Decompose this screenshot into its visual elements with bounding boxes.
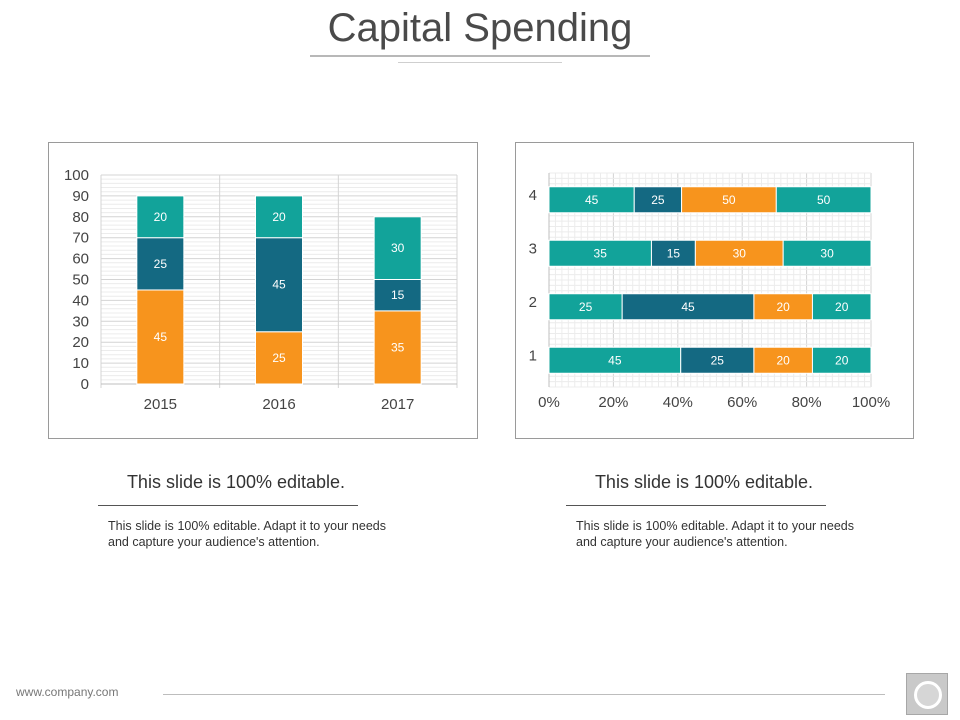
right-caption-body: This slide is 100% editable. Adapt it to… — [576, 519, 854, 549]
x-tick-label: 100% — [852, 394, 890, 411]
y-tick-label: 10 — [72, 355, 89, 372]
y-tick-label: 2 — [529, 294, 537, 311]
data-label: 30 — [820, 246, 834, 260]
data-label: 25 — [154, 257, 168, 271]
y-tick-label: 0 — [81, 376, 89, 393]
y-tick-label: 1 — [529, 347, 537, 364]
data-label: 50 — [722, 193, 736, 207]
x-tick-label: 0% — [538, 394, 560, 411]
bar-segment — [548, 293, 623, 321]
bar-segment — [753, 346, 813, 374]
data-label: 20 — [272, 210, 286, 224]
data-label: 15 — [391, 288, 405, 302]
title-underline — [310, 55, 650, 57]
data-label: 50 — [817, 193, 831, 207]
bar-segment — [548, 186, 635, 214]
data-label: 35 — [391, 340, 405, 354]
bar-segment — [753, 293, 813, 321]
data-label: 25 — [711, 353, 725, 367]
page-title: Capital Spending — [327, 6, 633, 50]
data-label: 45 — [608, 353, 622, 367]
data-label: 30 — [733, 246, 747, 260]
bar-segment — [811, 346, 872, 374]
logo-placeholder — [906, 673, 948, 715]
bar-segment — [373, 279, 422, 312]
bar-segment — [373, 216, 422, 281]
bar-segment — [373, 310, 422, 385]
y-tick-label: 40 — [72, 292, 89, 309]
bar-segment — [650, 239, 696, 267]
y-tick-label: 50 — [72, 272, 89, 289]
data-label: 45 — [585, 193, 599, 207]
data-label: 25 — [579, 300, 593, 314]
data-label: 20 — [777, 353, 791, 367]
bar-segment — [775, 186, 872, 214]
x-tick-label: 80% — [792, 394, 822, 411]
y-tick-label: 80 — [72, 209, 89, 226]
bar-chart-panel: 0% 20% 40% 60% 80% 100% 45 25 20 20 1 25 45 20 20 2 35 15… — [515, 142, 914, 439]
data-label: 45 — [154, 330, 168, 344]
y-tick-label: 30 — [72, 313, 89, 330]
data-label: 30 — [391, 241, 405, 255]
x-tick-label: 2016 — [262, 396, 295, 413]
bar-segment — [694, 239, 784, 267]
bar-segment — [548, 346, 682, 374]
bar-segment — [255, 195, 303, 239]
bar-segment — [136, 195, 185, 239]
y-tick-label: 20 — [72, 334, 89, 351]
column-chart-panel: 0 10 20 30 40 50 60 70 80 90 100 45 25 20 2015 25 45 20 20… — [48, 142, 478, 439]
data-label: 25 — [272, 351, 286, 365]
y-tick-label: 90 — [72, 188, 89, 205]
y-tick-label: 60 — [72, 251, 89, 268]
x-tick-label: 20% — [598, 394, 628, 411]
y-tick-label: 100 — [64, 167, 89, 184]
x-tick-label: 2017 — [381, 396, 414, 413]
right-caption-heading: This slide is 100% editable. — [594, 472, 814, 492]
footer-divider — [163, 694, 885, 695]
data-label: 45 — [681, 300, 695, 314]
data-label: 20 — [777, 300, 791, 314]
data-label: 20 — [154, 210, 168, 224]
logo-circle-icon — [914, 681, 942, 709]
data-label: 15 — [667, 246, 681, 260]
stacked-column-chart: 0 10 20 30 40 50 60 70 80 90 100 45 25 20 2015 25 45 20 20… — [64, 167, 458, 413]
left-caption-body: This slide is 100% editable. Adapt it to… — [108, 519, 386, 549]
data-label: 20 — [835, 353, 849, 367]
x-tick-label: 2015 — [144, 396, 177, 413]
right-caption-divider — [566, 505, 826, 506]
x-tick-label: 60% — [727, 394, 757, 411]
bar-segment — [811, 293, 872, 321]
y-tick-label: 4 — [529, 187, 537, 204]
y-tick-label: 3 — [529, 240, 537, 257]
bar-segment — [782, 239, 872, 267]
bar-segment — [255, 331, 303, 385]
x-tick-label: 40% — [663, 394, 693, 411]
data-label: 20 — [835, 300, 849, 314]
bar-segment — [136, 289, 185, 385]
data-label: 35 — [594, 246, 608, 260]
data-label: 45 — [272, 278, 286, 292]
bar-segment — [681, 186, 777, 214]
title-underline-short — [398, 62, 562, 63]
left-caption-heading: This slide is 100% editable. — [126, 472, 346, 492]
data-label: 25 — [651, 193, 665, 207]
stacked-percent-bar-chart: 0% 20% 40% 60% 80% 100% 45 25 20 20 1 25 45 20 20 2 35 15… — [529, 172, 890, 411]
bar-segment — [548, 239, 652, 267]
bar-segment — [255, 237, 303, 333]
y-tick-label: 70 — [72, 230, 89, 247]
footer-url[interactable]: www.company.com — [16, 685, 119, 699]
left-caption-divider — [98, 505, 358, 506]
